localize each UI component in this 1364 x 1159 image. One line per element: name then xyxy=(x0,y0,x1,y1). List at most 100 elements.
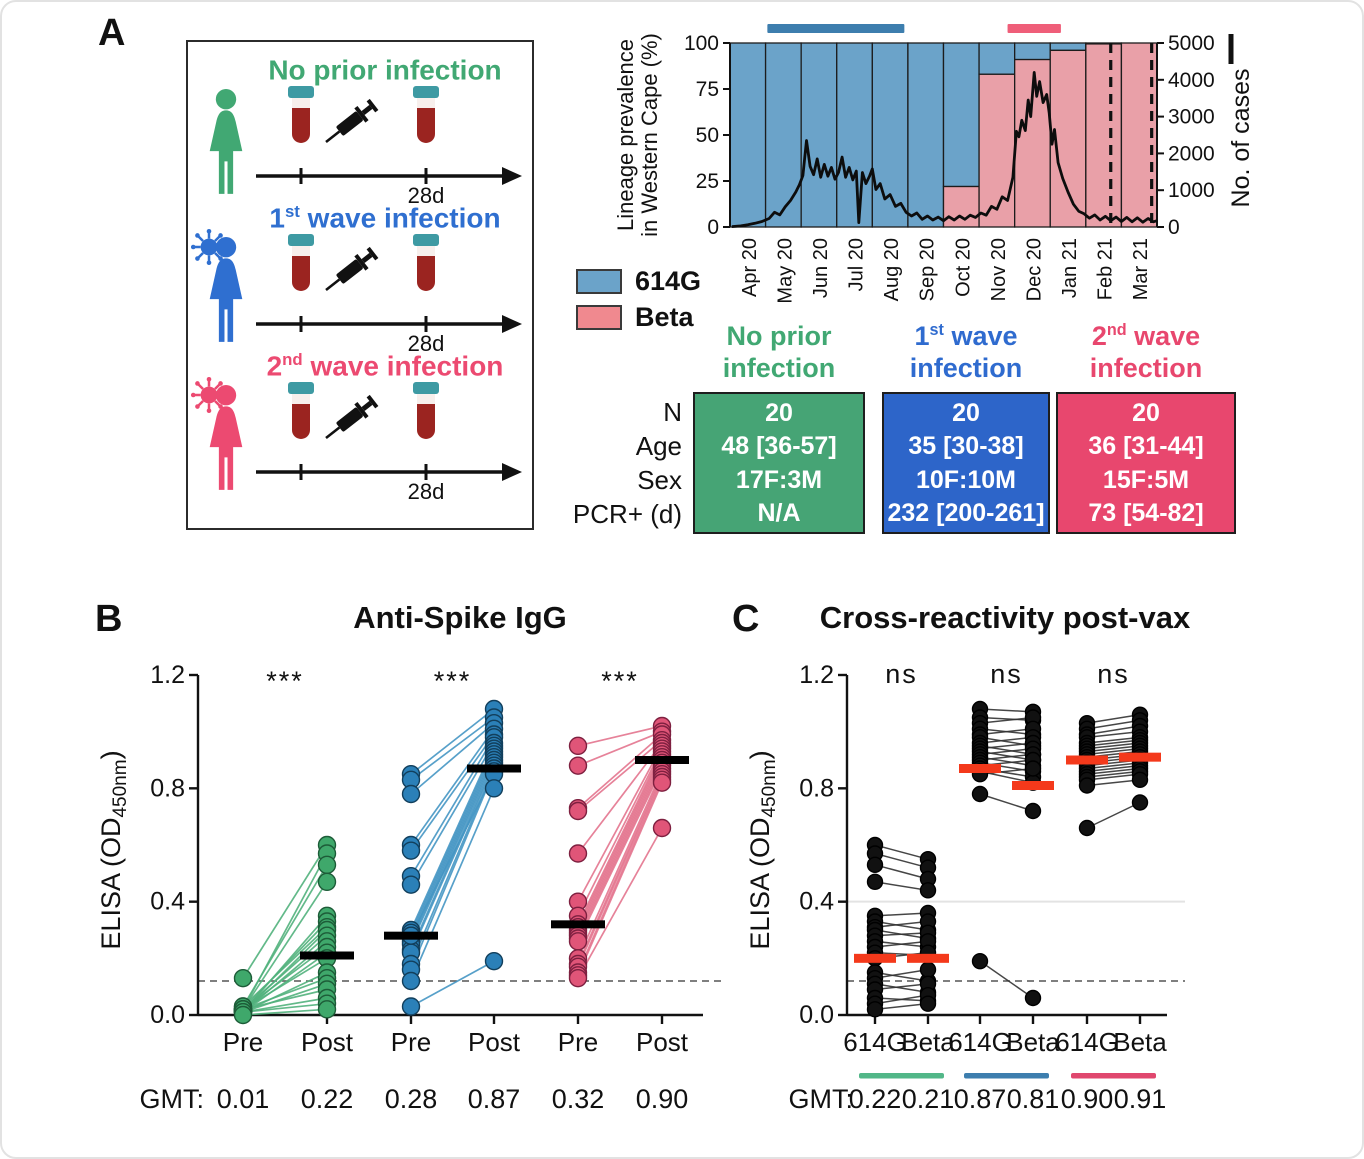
pair-line xyxy=(577,753,663,928)
pair-line xyxy=(1086,739,1141,747)
pair-line xyxy=(979,767,1034,775)
pair-line xyxy=(577,827,663,979)
data-point xyxy=(568,932,588,951)
pair-line xyxy=(979,793,1034,812)
lineage-prevalence-chart: Apr 20 May 20 Jun 20 Jul 20 Aug 20 Sep 20 Oct … xyxy=(615,24,1255,304)
x-tick-label: Aug 20 xyxy=(881,238,903,301)
data-point xyxy=(919,995,937,1012)
data-point xyxy=(568,844,588,863)
pair-line xyxy=(242,1002,328,1014)
wave-span-1st-wave xyxy=(767,24,905,33)
pair-line xyxy=(1086,730,1141,739)
cases-line xyxy=(731,71,1158,228)
blood-tube-icon xyxy=(413,86,439,143)
x-tick-label: Jan 21 xyxy=(1059,238,1081,298)
x-tick-label: Post xyxy=(636,1027,689,1057)
pair-line xyxy=(979,960,1034,999)
data-point xyxy=(233,968,253,988)
x-tick-label: Mar 21 xyxy=(1130,238,1152,300)
pair-line xyxy=(577,773,663,965)
pair-line xyxy=(577,739,663,812)
row-label-sex: Sex xyxy=(637,465,682,495)
gmt-value: 0.32 xyxy=(552,1084,605,1114)
median-bar xyxy=(959,764,1001,773)
y-tick-label: 0.0 xyxy=(150,1001,185,1029)
group-underline xyxy=(964,1073,1049,1079)
pair-line xyxy=(410,722,495,795)
panel-b-label: B xyxy=(95,598,123,640)
median-bar xyxy=(907,953,949,963)
gmt-value: 0.87 xyxy=(468,1084,521,1114)
timeline-arrowhead xyxy=(502,463,522,481)
data-point xyxy=(866,856,884,874)
data-point xyxy=(401,875,421,894)
x-tick-label: Beta xyxy=(901,1027,955,1057)
timeline-day-label: 28d xyxy=(408,479,445,502)
bar-beta xyxy=(978,73,1016,228)
right-tick-label: 0 xyxy=(1168,216,1180,239)
y-axis-title: ELISA (OD450nm) xyxy=(96,750,131,949)
significance-label: ns xyxy=(885,659,918,689)
study-group-row-no-prior: No prior infection xyxy=(188,54,532,206)
pair-line xyxy=(410,787,495,982)
syringe-icon xyxy=(325,246,379,292)
gmt-value: 0.81 xyxy=(1007,1084,1060,1114)
timeline: 28d xyxy=(256,234,522,354)
pair-line xyxy=(242,935,328,1010)
significance-label: *** xyxy=(434,666,472,696)
person-icon xyxy=(209,89,243,194)
data-point xyxy=(971,785,989,803)
cohort-header-second-wave: 2nd wave infection xyxy=(1089,321,1203,383)
data-point xyxy=(401,997,421,1016)
left-tick-label: 0 xyxy=(707,216,719,239)
blood-tube-icon xyxy=(288,86,314,143)
data-point xyxy=(484,779,504,798)
significance-label: *** xyxy=(266,666,304,696)
median-bar xyxy=(384,931,438,940)
pair-line xyxy=(242,920,328,1010)
x-tick-label: Beta xyxy=(1113,1027,1167,1057)
pair-line xyxy=(410,756,495,942)
x-tick-label: 614G xyxy=(948,1027,1012,1057)
timeline-arrowhead xyxy=(502,315,522,333)
pair-line xyxy=(874,940,929,948)
pair-line xyxy=(410,745,495,931)
x-tick-label: Post xyxy=(468,1027,521,1057)
right-tick-label: 2000 xyxy=(1168,142,1215,165)
cohort-header-no-prior: No prior infection xyxy=(722,321,836,383)
pair-line xyxy=(1086,719,1141,730)
group-title-text: 2 xyxy=(266,350,283,382)
x-tick-label: Apr 20 xyxy=(739,238,761,297)
pair-line xyxy=(1086,801,1141,829)
pair-line xyxy=(410,708,495,775)
significance-label: ns xyxy=(1097,659,1130,689)
pair-line xyxy=(979,708,1034,713)
bar-614g xyxy=(907,42,945,228)
pair-line xyxy=(577,725,663,747)
data-point xyxy=(568,736,588,756)
pair-line xyxy=(874,844,929,860)
pair-line xyxy=(1086,747,1141,756)
data-point xyxy=(401,971,421,991)
y-tick-label: 0.8 xyxy=(150,774,185,802)
panel-b-title: Anti-Spike IgG xyxy=(353,600,567,635)
pair-line xyxy=(979,716,1034,722)
significance-label: ns xyxy=(990,659,1023,689)
pair-line xyxy=(874,881,929,892)
y-tick-label: 0.4 xyxy=(150,888,185,916)
left-tick-label: 25 xyxy=(696,170,719,193)
data-point xyxy=(317,855,337,875)
timeline: 28d xyxy=(256,86,522,206)
x-tick-label: Jun 20 xyxy=(810,238,832,298)
pair-line xyxy=(410,960,495,1008)
person-icon xyxy=(209,237,243,342)
pair-line xyxy=(577,748,663,917)
pair-line xyxy=(874,920,929,928)
wave-span-2nd-wave xyxy=(1007,24,1061,33)
group-title: 2nd wave infection xyxy=(244,350,526,382)
timeline: 28d xyxy=(256,382,522,502)
pair-line xyxy=(874,920,929,931)
bar-614g xyxy=(978,42,1016,75)
